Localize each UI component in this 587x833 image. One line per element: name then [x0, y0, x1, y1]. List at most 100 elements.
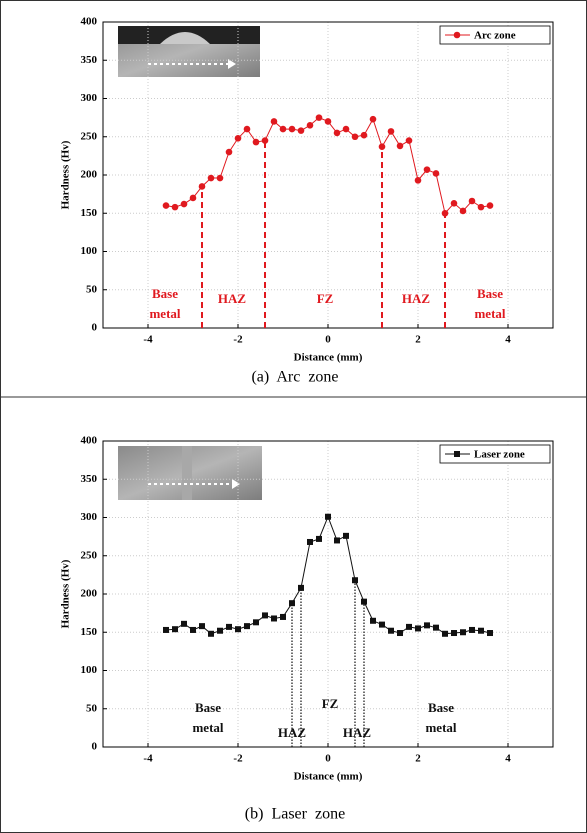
plot-frame [102, 440, 554, 748]
data-point [307, 538, 313, 545]
data-point [487, 630, 493, 637]
data-point [369, 115, 377, 123]
zone-label: Base [152, 286, 178, 301]
data-point [423, 166, 431, 173]
legend-box [439, 25, 551, 45]
data-point [172, 626, 178, 633]
data-point [279, 125, 287, 133]
data-point [280, 613, 286, 620]
zone-label: HAZ [218, 291, 247, 306]
x-axis-label: Distance (mm) [294, 771, 363, 783]
data-point [216, 174, 224, 182]
data-point [361, 598, 367, 605]
data-point [270, 118, 278, 125]
data-point [234, 134, 242, 142]
data-point [379, 621, 385, 628]
y-tick-label: 200 [81, 588, 98, 600]
y-tick-label: 350 [81, 54, 98, 66]
data-point [424, 622, 430, 629]
zone-label: metal [425, 720, 456, 735]
data-point [388, 627, 394, 634]
data-point [271, 615, 277, 622]
data-point [469, 626, 475, 633]
data-point [208, 630, 214, 637]
data-point [162, 202, 170, 209]
y-tick-label: 0 [92, 741, 98, 753]
data-line [165, 117, 491, 215]
data-point [333, 129, 341, 137]
data-point [171, 203, 179, 211]
data-point [414, 177, 422, 184]
y-tick-label: 250 [81, 130, 98, 142]
data-point [342, 125, 350, 133]
y-tick-label: 400 [81, 16, 98, 28]
data-point [406, 623, 412, 630]
data-point [198, 183, 206, 190]
data-point [226, 623, 232, 630]
data-point [298, 584, 304, 591]
data-point [351, 133, 359, 141]
legend-marker [454, 451, 460, 457]
data-point [297, 127, 305, 134]
inset-arc [118, 26, 260, 77]
x-axis-label: Distance (mm) [294, 352, 363, 364]
data-point [243, 125, 251, 133]
data-point [253, 619, 259, 626]
zone-label: metal [474, 306, 505, 321]
y-tick-label: 100 [81, 664, 98, 676]
x-tick-label: 4 [505, 753, 511, 765]
data-point [343, 532, 349, 539]
data-point [207, 174, 215, 182]
data-point [441, 209, 449, 217]
zone-label: HAZ [343, 725, 372, 740]
data-point [415, 625, 421, 632]
zone-label: HAZ [278, 725, 307, 740]
zone-label: HAZ [402, 291, 431, 306]
data-point [397, 630, 403, 637]
data-point [261, 137, 269, 144]
y-axis-label: Hardness (Hv) [60, 140, 72, 209]
data-point [360, 131, 368, 139]
data-point [199, 623, 205, 630]
data-point [288, 125, 296, 133]
y-tick-label: 50 [86, 702, 98, 714]
data-point [217, 627, 223, 634]
zone-label: FZ [317, 291, 334, 306]
data-point [262, 612, 268, 619]
inset-laser [118, 446, 262, 500]
data-point [189, 194, 197, 202]
data-point [352, 577, 358, 584]
legend-marker [453, 31, 461, 39]
data-point [244, 623, 250, 630]
data-point [289, 600, 295, 607]
data-point [181, 620, 187, 627]
data-point [324, 118, 332, 125]
y-tick-label: 350 [81, 473, 98, 485]
y-tick-label: 100 [81, 245, 98, 257]
y-tick-label: 300 [81, 511, 98, 523]
data-point [316, 535, 322, 542]
zone-label: Base [195, 700, 221, 715]
plot-frame [102, 21, 554, 329]
data-point [486, 202, 494, 209]
legend-label: Laser zone [474, 449, 525, 461]
y-tick-label: 150 [81, 626, 98, 638]
data-point [325, 513, 331, 520]
data-point [180, 200, 188, 208]
data-point [442, 630, 448, 637]
zone-label: metal [192, 720, 223, 735]
y-tick-label: 400 [81, 435, 98, 447]
legend-label: Arc zone [474, 30, 516, 42]
y-tick-label: 250 [81, 549, 98, 561]
panel-caption: (b) Laser zone [245, 806, 345, 823]
x-tick-label: 0 [325, 753, 331, 765]
zone-label: metal [149, 306, 180, 321]
data-point [460, 629, 466, 636]
zone-label: Base [477, 286, 503, 301]
data-point [235, 626, 241, 633]
data-point [478, 627, 484, 634]
x-tick-label: 2 [415, 334, 421, 346]
x-tick-label: 2 [415, 753, 421, 765]
y-tick-label: 0 [92, 322, 98, 334]
x-tick-label: -4 [143, 753, 153, 765]
